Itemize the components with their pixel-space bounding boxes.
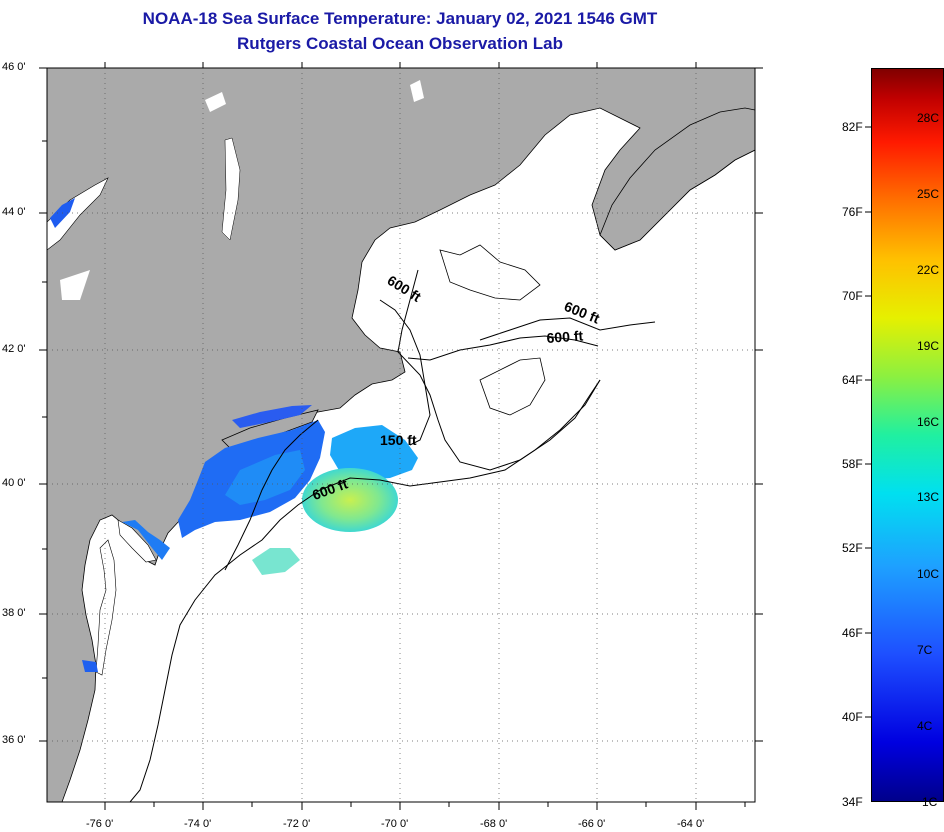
colorbar-fahrenheit-label: 34F [842, 795, 863, 809]
colorbar-fahrenheit-label: 76F [842, 205, 863, 219]
sst-patch-offshore-teal [252, 548, 300, 575]
colorbar-fahrenheit-label: 82F [842, 120, 863, 134]
lat-label: 38 0' [2, 607, 26, 619]
colorbar-celsius-label: 10C [917, 567, 940, 581]
lon-label: -72 0' [283, 818, 311, 830]
colorbar-fahrenheit-label: 52F [842, 541, 863, 555]
contour-label: 150 ft [380, 432, 417, 448]
colorbar-celsius-label: 7C [917, 643, 933, 657]
contour-line [129, 379, 601, 802]
colorbar-celsius-label: 19C [917, 339, 940, 353]
interior-lake [60, 270, 90, 300]
colorbar-celsius-label: 25C [917, 187, 940, 201]
colorbar-fahrenheit-label: 40F [842, 710, 863, 724]
chart-subtitle: Rutgers Coastal Ocean Observation Lab [237, 34, 563, 53]
colorbar-fahrenheit-label: 64F [842, 373, 863, 387]
colorbar-fahrenheit-label: 58F [842, 457, 863, 471]
interior-lake [410, 80, 424, 102]
tick-marks [39, 62, 763, 810]
lat-label: 40 0' [2, 477, 26, 489]
map-frame [46, 67, 756, 803]
lat-label: 44 0' [2, 206, 26, 218]
lat-label: 36 0' [2, 734, 26, 746]
sst-patch-long-island-sound [232, 405, 312, 428]
lon-label: -68 0' [480, 818, 508, 830]
contour-line [439, 244, 541, 301]
contour-line [407, 335, 599, 361]
colorbar-fahrenheit-label: 46F [842, 626, 863, 640]
colorbar-celsius-label: 28C [917, 111, 940, 125]
contour-line [479, 357, 546, 416]
sst-patch-georges-south [330, 425, 418, 480]
lat-label: 42 0' [2, 343, 26, 355]
graticule [47, 68, 755, 802]
sst-patch-chesapeake-mouth [82, 660, 98, 672]
sst-patch-ny-bight-inner [225, 450, 305, 505]
sst-patch-delaware [122, 520, 170, 560]
sst-patch-warm-core [302, 468, 398, 532]
contour-line [397, 269, 601, 471]
colorbar-fahrenheit-label: 70F [842, 289, 863, 303]
land-mainland [47, 68, 755, 802]
lon-label: -66 0' [578, 818, 606, 830]
lon-label: -74 0' [184, 818, 212, 830]
lon-label: -70 0' [381, 818, 409, 830]
temperature-colorbar [871, 68, 944, 802]
colorbar-celsius-label: 13C [917, 490, 940, 504]
colorbar-celsius-label: 1C [922, 795, 938, 809]
interior-lake [205, 92, 226, 112]
colorbar-celsius-label: 22C [917, 263, 940, 277]
contour-line [224, 419, 319, 571]
colorbar-ticks [865, 126, 871, 718]
colorbar-celsius-label: 4C [917, 719, 933, 733]
contour-line [379, 299, 431, 446]
land-nova-scotia [599, 107, 755, 251]
contour-label: 600 ft [546, 327, 584, 346]
lake-champlain [221, 137, 241, 241]
lat-label: 46 0' [2, 61, 26, 73]
lake-ontario [47, 177, 109, 251]
contour-line [479, 317, 656, 341]
lon-label: -64 0' [677, 818, 705, 830]
delaware-bay [117, 519, 157, 563]
chart-title: NOAA-18 Sea Surface Temperature: January… [142, 9, 658, 28]
lon-label: -76 0' [86, 818, 114, 830]
colorbar-celsius-label: 16C [917, 415, 940, 429]
